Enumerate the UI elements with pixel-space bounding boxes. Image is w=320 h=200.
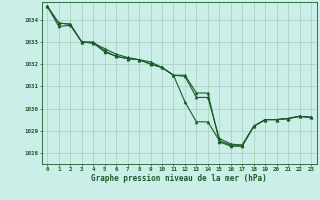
X-axis label: Graphe pression niveau de la mer (hPa): Graphe pression niveau de la mer (hPa) [91,174,267,183]
